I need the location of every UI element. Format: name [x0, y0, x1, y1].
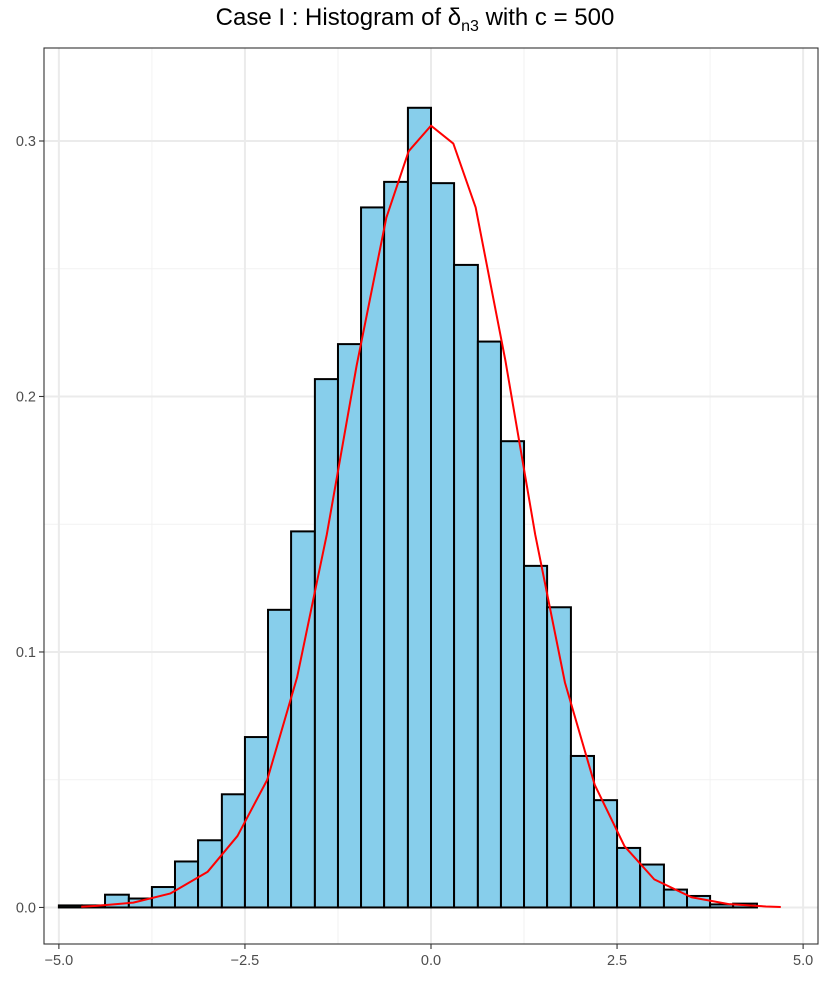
- density-curve-layer: [81, 124, 781, 908]
- histogram-bar: [499, 440, 526, 909]
- histogram-bar: [476, 340, 502, 909]
- histogram-bar: [360, 206, 386, 909]
- histogram-bar: [197, 839, 223, 909]
- y-tick-label: 0.3: [16, 134, 36, 150]
- histogram-bar: [267, 608, 293, 909]
- y-tick-label: 0.1: [16, 645, 36, 661]
- x-tick-label: 5.0: [793, 953, 813, 969]
- histogram-bar: [336, 343, 363, 909]
- histogram-bar: [523, 564, 549, 909]
- chart-title: Case I : Histogram of δn3 with c = 500: [0, 4, 830, 36]
- x-tick-label: −2.5: [231, 953, 260, 969]
- histogram-bar: [639, 863, 665, 909]
- histogram-bar: [662, 888, 689, 909]
- histogram-bar: [453, 263, 479, 909]
- histogram-bar: [406, 106, 432, 909]
- title-suffix: with c = 500: [478, 4, 615, 31]
- y-tick-label: 0.0: [16, 900, 36, 916]
- histogram-bar: [616, 846, 642, 909]
- histogram-bar: [57, 904, 83, 909]
- title-symbol: δ: [447, 4, 462, 31]
- title-subscript: n3: [461, 17, 479, 35]
- histogram-bar: [290, 530, 316, 909]
- histogram-bar: [430, 182, 456, 909]
- y-tick-label: 0.2: [16, 389, 36, 405]
- histogram-bar: [569, 754, 595, 909]
- histogram-bar: [243, 736, 270, 909]
- title-prefix: Case I : Histogram of: [215, 4, 448, 31]
- x-tick-label: −5.0: [45, 953, 74, 969]
- axis-ticks: −5.0 −2.5 0.0 2.5 5.0 0.0 0.1 0.2 0.3: [16, 134, 813, 969]
- x-tick-label: 2.5: [607, 953, 627, 969]
- density-curve: [81, 124, 781, 908]
- histogram-bars: [57, 106, 758, 909]
- histogram-bar: [592, 799, 619, 909]
- histogram-bar: [313, 378, 339, 909]
- x-tick-label: 0.0: [421, 953, 441, 969]
- histogram-bar: [383, 180, 409, 909]
- histogram-bar: [686, 894, 712, 909]
